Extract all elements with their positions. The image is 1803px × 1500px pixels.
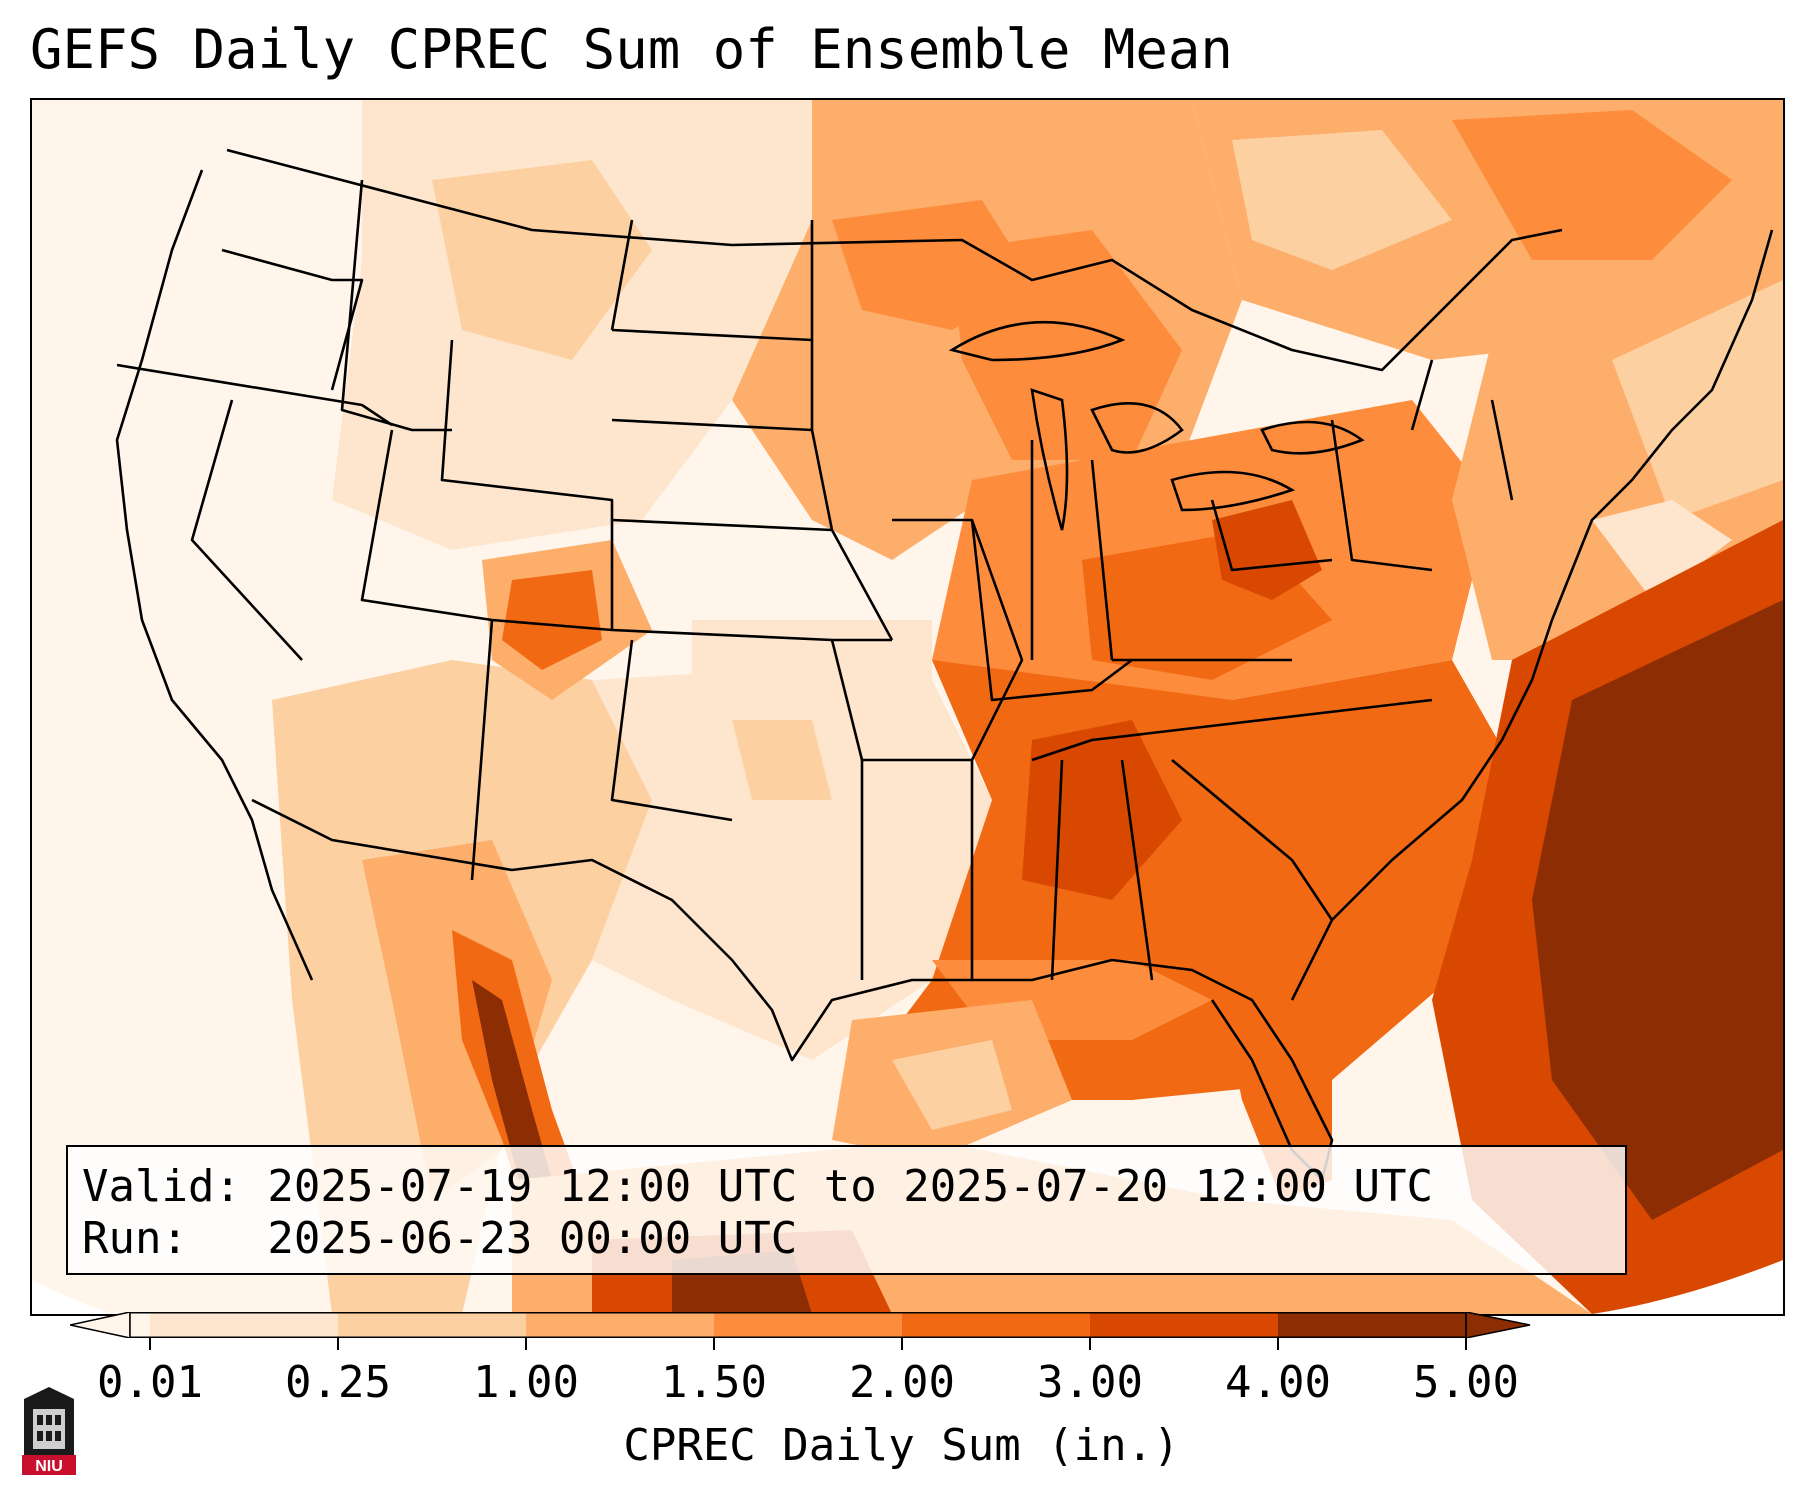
colorbar-tick-mark [1465, 1338, 1467, 1350]
colorbar-tick-mark [1277, 1338, 1279, 1350]
colorbar-extend-high [1465, 1312, 1531, 1338]
colorbar-segment [1090, 1312, 1278, 1338]
colorbar-outline [129, 1312, 1467, 1338]
colorbar-tick-label: 2.00 [849, 1357, 955, 1408]
colorbar-tick-label: 3.00 [1037, 1357, 1143, 1408]
valid-time-text: Valid: 2025-07-19 12:00 UTC to 2025-07-2… [82, 1161, 1434, 1212]
colorbar [70, 1312, 1531, 1338]
colorbar-segment [902, 1312, 1090, 1338]
precip-map [30, 98, 1785, 1316]
colorbar-tick-mark [337, 1338, 339, 1350]
colorbar-tick-mark [525, 1338, 527, 1350]
colorbar-segment [130, 1312, 150, 1338]
colorbar-label: CPREC Daily Sum (in.) [623, 1420, 1180, 1471]
colorbar-segment [150, 1312, 338, 1338]
colorbar-tick-mark [901, 1338, 903, 1350]
logo-text: NIU [35, 1458, 63, 1475]
map-title: GEFS Daily CPREC Sum of Ensemble Mean [30, 18, 1233, 81]
colorbar-segment [714, 1312, 902, 1338]
colorbar-segment [526, 1312, 714, 1338]
colorbar-segment [338, 1312, 526, 1338]
colorbar-segment [1278, 1312, 1466, 1338]
colorbar-tick-label: 4.00 [1225, 1357, 1331, 1408]
colorbar-tick-mark [149, 1338, 151, 1350]
niu-logo-icon: NIU [22, 1387, 76, 1475]
colorbar-tick-mark [713, 1338, 715, 1350]
map-canvas [32, 100, 1783, 1314]
colorbar-tick-label: 1.00 [473, 1357, 579, 1408]
boundaries [115, 148, 1774, 1182]
colorbar-tick-label: 5.00 [1413, 1357, 1519, 1408]
validity-info-box: Valid: 2025-07-19 12:00 UTC to 2025-07-2… [66, 1145, 1627, 1275]
colorbar-tick-label: 0.01 [97, 1357, 203, 1408]
colorbar-tick-mark [1089, 1338, 1091, 1350]
great-lakes [948, 320, 1365, 531]
colorbar-extend-low [70, 1312, 131, 1338]
colorbar-tick-label: 0.25 [285, 1357, 391, 1408]
run-time-text: Run: 2025-06-23 00:00 UTC [82, 1213, 798, 1264]
colorbar-tick-label: 1.50 [661, 1357, 767, 1408]
